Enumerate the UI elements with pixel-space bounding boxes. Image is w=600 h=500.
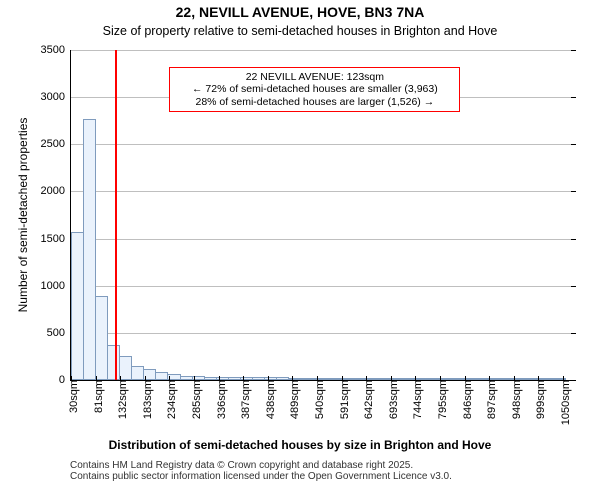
x-tick-label: 1050sqm [554, 380, 572, 425]
x-tick-label: 132sqm [111, 380, 129, 419]
annotation-box: 22 NEVILL AVENUE: 123sqm← 72% of semi-de… [169, 67, 460, 113]
x-tick-label: 693sqm [382, 380, 400, 419]
y-axis-label: Number of semi-detached properties [16, 50, 30, 380]
y-tick-label: 500 [47, 327, 71, 339]
property-marker [115, 50, 117, 380]
y-tick-label: 3000 [41, 91, 71, 103]
x-tick-label: 387sqm [234, 380, 252, 419]
gridline [71, 191, 575, 192]
y-tick-label: 2500 [41, 138, 71, 150]
chart-subtitle: Size of property relative to semi-detach… [0, 24, 600, 38]
x-tick-label: 336sqm [210, 380, 228, 419]
x-tick-label: 234sqm [160, 380, 178, 419]
x-tick-label: 183sqm [136, 380, 154, 419]
annotation-line: 28% of semi-detached houses are larger (… [176, 96, 453, 109]
plot-area: 050010001500200025003000350030sqm81sqm13… [70, 50, 575, 381]
y-tick-label: 2000 [41, 185, 71, 197]
x-tick-label: 285sqm [185, 380, 203, 419]
gridline [71, 239, 575, 240]
x-tick-label: 438sqm [259, 380, 277, 419]
credits-line-1: Contains HM Land Registry data © Crown c… [70, 460, 600, 471]
gridline [71, 50, 575, 51]
gridline [71, 144, 575, 145]
y-tick-label: 1000 [41, 280, 71, 292]
x-tick-label: 897sqm [480, 380, 498, 419]
x-tick-label: 81sqm [87, 380, 105, 413]
y-tick-label: 1500 [41, 233, 71, 245]
gridline [71, 333, 575, 334]
x-tick-label: 948sqm [505, 380, 523, 419]
x-tick-label: 795sqm [431, 380, 449, 419]
chart-title: 22, NEVILL AVENUE, HOVE, BN3 7NA [0, 4, 600, 20]
credits: Contains HM Land Registry data © Crown c… [70, 460, 600, 482]
x-tick-label: 591sqm [333, 380, 351, 419]
x-tick-label: 540sqm [308, 380, 326, 419]
x-tick-label: 642sqm [357, 380, 375, 419]
x-tick-label: 489sqm [283, 380, 301, 419]
credits-line-2: Contains public sector information licen… [70, 471, 600, 482]
x-tick-label: 744sqm [406, 380, 424, 419]
x-tick-label: 846sqm [456, 380, 474, 419]
gridline [71, 286, 575, 287]
chart-root: { "title":"22, NEVILL AVENUE, HOVE, BN3 … [0, 0, 600, 500]
x-axis-label: Distribution of semi-detached houses by … [0, 438, 600, 452]
x-tick-label: 30sqm [62, 380, 80, 413]
y-tick-label: 3500 [41, 44, 71, 56]
annotation-line: 22 NEVILL AVENUE: 123sqm [176, 71, 453, 84]
annotation-line: ← 72% of semi-detached houses are smalle… [176, 83, 453, 96]
x-tick-label: 999sqm [529, 380, 547, 419]
